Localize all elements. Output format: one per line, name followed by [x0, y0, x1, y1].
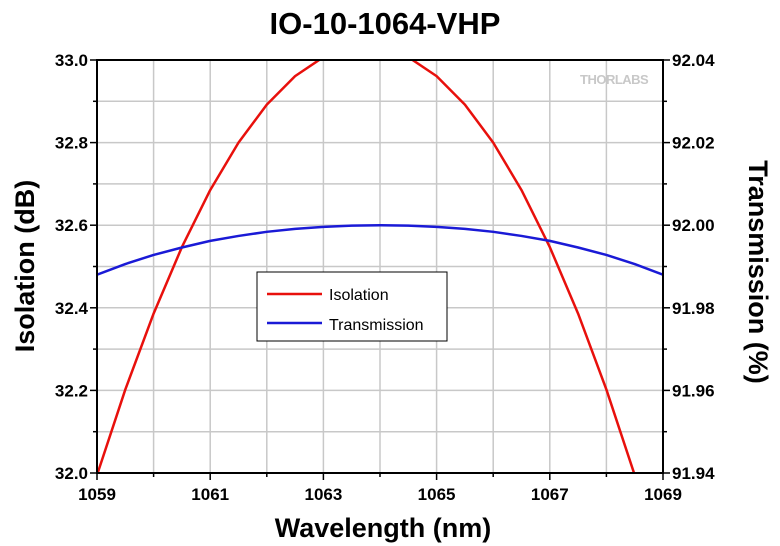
- x-tick-label: 1069: [644, 485, 682, 504]
- x-tick-label: 1059: [78, 485, 116, 504]
- tick-marks: [90, 59, 670, 480]
- x-tick-label: 1067: [531, 485, 569, 504]
- y2-tick-label: 91.98: [672, 299, 715, 318]
- series-line-isolation: [97, 60, 636, 473]
- y-tick-labels: 32.0 32.2 32.4 32.6 32.8 33.0: [55, 51, 89, 483]
- y-tick-label: 32.0: [55, 464, 88, 483]
- x-tick-label: 1065: [418, 485, 456, 504]
- y-tick-label: 32.8: [55, 134, 88, 153]
- y2-tick-label: 92.04: [672, 51, 715, 70]
- x-axis-label: Wavelength (nm): [275, 513, 492, 543]
- y2-axis-label: Transmission (%): [743, 160, 773, 384]
- series-layer: [97, 60, 663, 473]
- y-tick-label: 32.2: [55, 381, 88, 400]
- y-tick-label: 33.0: [55, 51, 88, 70]
- y2-tick-labels: 91.94 91.96 91.98 92.00 92.02 92.04: [672, 51, 715, 483]
- series-line-transmission: [97, 223, 663, 276]
- y2-tick-label: 92.00: [672, 216, 715, 235]
- y-tick-label: 32.6: [55, 216, 88, 235]
- chart-title: IO-10-1064-VHP: [270, 6, 501, 41]
- y2-tick-label: 91.94: [672, 464, 715, 483]
- watermark-logo: THORLABS: [580, 72, 649, 87]
- legend-label-isolation: Isolation: [329, 287, 389, 304]
- x-tick-labels: 1059 1061 1063 1065 1067 1069: [78, 485, 682, 504]
- y2-tick-label: 91.96: [672, 381, 715, 400]
- y-tick-label: 32.4: [55, 299, 89, 318]
- legend-label-transmission: Transmission: [329, 317, 424, 334]
- x-tick-label: 1063: [304, 485, 342, 504]
- y-axis-label: Isolation (dB): [10, 180, 40, 352]
- y2-tick-label: 92.02: [672, 134, 715, 153]
- legend: Isolation Transmission: [256, 271, 448, 342]
- legend-box: [256, 271, 448, 342]
- x-tick-label: 1061: [191, 485, 229, 504]
